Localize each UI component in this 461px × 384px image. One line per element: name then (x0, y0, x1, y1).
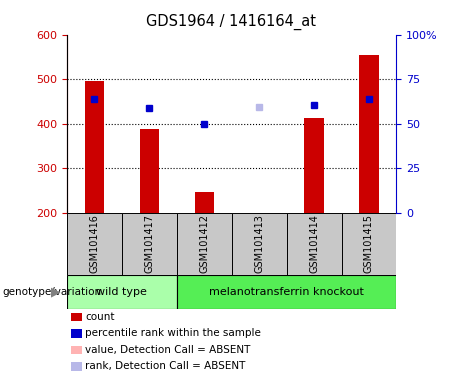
Bar (85, 81, 104, 213)
Text: value, Detection Call = ABSENT: value, Detection Call = ABSENT (85, 345, 251, 355)
Text: GSM101412: GSM101412 (199, 214, 209, 273)
Text: GDS1964 / 1416164_at: GDS1964 / 1416164_at (146, 13, 315, 30)
Text: ▶: ▶ (51, 285, 60, 298)
Bar (122, 213, 177, 275)
Bar (287, 213, 342, 275)
Bar (177, 213, 231, 275)
Text: GSM101415: GSM101415 (364, 214, 374, 273)
Bar (195, 192, 214, 213)
Text: melanotransferrin knockout: melanotransferrin knockout (209, 287, 364, 297)
Bar (342, 213, 396, 275)
Bar (231, 213, 287, 275)
Text: percentile rank within the sample: percentile rank within the sample (85, 328, 261, 338)
Text: GSM101414: GSM101414 (309, 214, 319, 273)
Text: rank, Detection Call = ABSENT: rank, Detection Call = ABSENT (85, 361, 246, 371)
Text: wild type: wild type (96, 287, 147, 297)
Bar (360, 55, 378, 213)
Text: count: count (85, 312, 115, 322)
Bar (140, 129, 159, 213)
Bar (177, 275, 396, 309)
Text: GSM101413: GSM101413 (254, 214, 264, 273)
Text: GSM101417: GSM101417 (144, 214, 154, 273)
Text: GSM101416: GSM101416 (89, 214, 99, 273)
Text: genotype/variation: genotype/variation (2, 287, 101, 297)
Bar (67, 213, 122, 275)
Bar (67, 275, 177, 309)
Bar (304, 118, 324, 213)
